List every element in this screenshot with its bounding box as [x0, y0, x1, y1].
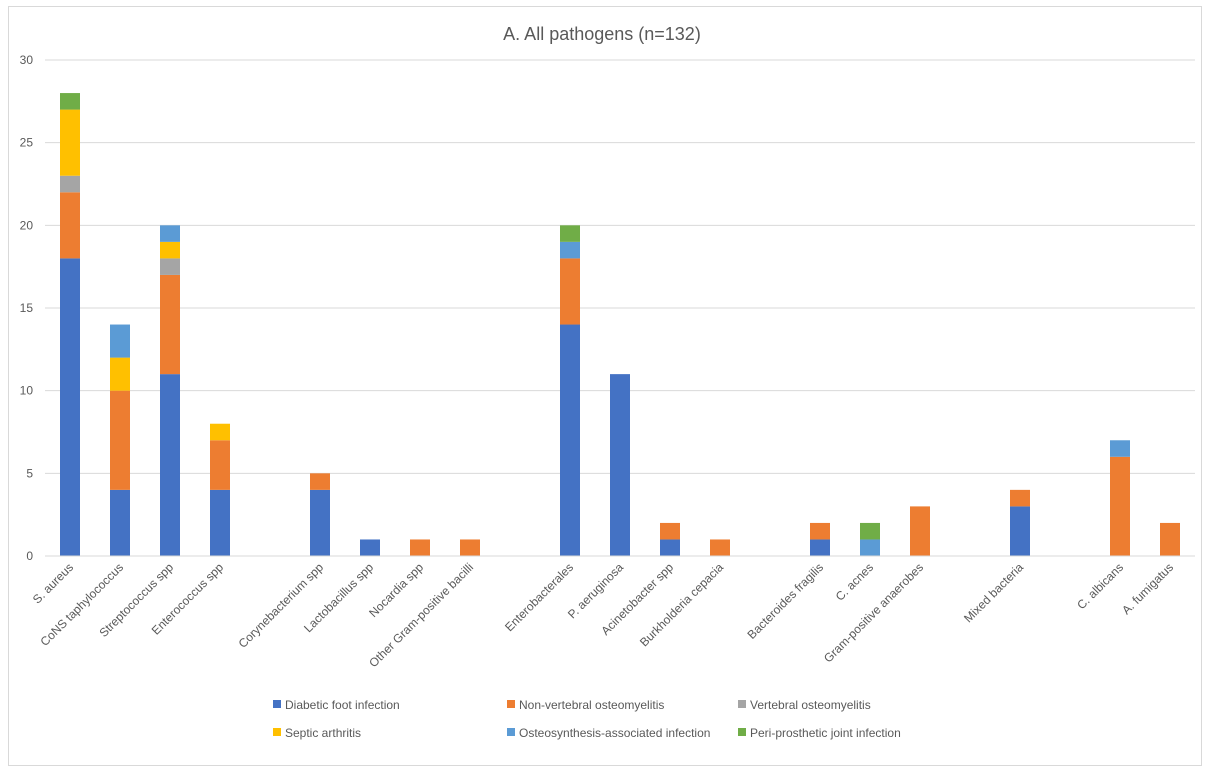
- y-tick-label: 30: [20, 53, 34, 67]
- bar-segment: [160, 274, 180, 375]
- bar-segment: [160, 258, 180, 275]
- x-tick-label: Enterobacterales: [502, 560, 576, 634]
- x-tick-label: CoNS taphylococcus: [37, 560, 126, 649]
- legend-swatch: [738, 700, 746, 708]
- bar-segment: [1110, 440, 1130, 457]
- y-tick-label: 25: [20, 136, 34, 150]
- legend-swatch: [273, 700, 281, 708]
- bar-segment: [110, 324, 130, 358]
- bars: [60, 93, 1180, 556]
- gridlines: [45, 59, 1195, 474]
- bar-segment: [360, 539, 380, 556]
- bar-segment: [910, 506, 930, 556]
- legend-label: Diabetic foot infection: [285, 698, 400, 712]
- bar-segment: [560, 324, 580, 556]
- x-tick-label: A. fumigatus: [1119, 560, 1176, 617]
- bar-segment: [110, 357, 130, 391]
- bar-segment: [1010, 506, 1030, 556]
- legend-label: Vertebral osteomyelitis: [750, 698, 871, 712]
- bar-segment: [60, 109, 80, 176]
- x-tick-label: S. aureus: [30, 560, 76, 606]
- bar-segment: [60, 93, 80, 110]
- bar-segment: [810, 522, 830, 540]
- bar-segment: [310, 489, 330, 556]
- legend: Diabetic foot infection Non-vertebral ost…: [273, 698, 901, 740]
- bar-segment: [1010, 489, 1030, 507]
- legend-label: Septic arthritis: [285, 726, 361, 740]
- x-tick-label: Corynebacterium spp: [236, 560, 327, 651]
- legend-swatch: [507, 700, 515, 708]
- bar-segment: [110, 489, 130, 556]
- bar-segment: [560, 258, 580, 325]
- bar-segment: [610, 374, 630, 556]
- bar-segment: [210, 489, 230, 556]
- x-tick-label: Burkholderia cepacia: [637, 560, 726, 649]
- legend-label: Non-vertebral osteomyelitis: [519, 698, 664, 712]
- chart-frame: [8, 6, 1202, 766]
- legend-label: Osteosynthesis-associated infection: [519, 726, 710, 740]
- bar-segment: [860, 522, 880, 540]
- bar-segment: [560, 241, 580, 259]
- y-tick-label: 10: [20, 384, 34, 398]
- bar-segment: [1110, 456, 1130, 556]
- bar-segment: [160, 374, 180, 556]
- bar-segment: [60, 175, 80, 193]
- bar-segment: [810, 539, 830, 556]
- legend-swatch: [738, 728, 746, 736]
- legend-swatch: [507, 728, 515, 736]
- chart-title: A. All pathogens (n=132): [503, 24, 701, 44]
- bar-segment: [160, 225, 180, 242]
- y-tick-label: 20: [20, 218, 34, 232]
- bar-segment: [660, 539, 680, 556]
- y-axis-ticks: 0 5 10 15 20 25 30: [20, 53, 34, 563]
- bar-segment: [460, 539, 480, 556]
- y-tick-label: 0: [26, 549, 33, 563]
- legend-label: Peri-prosthetic joint infection: [750, 726, 901, 740]
- x-tick-label: C. albicans: [1074, 560, 1126, 612]
- bar-segment: [410, 539, 430, 556]
- x-tick-label: Bacteroides fragilis: [745, 560, 827, 642]
- bar-segment: [860, 539, 880, 556]
- bar-segment: [560, 225, 580, 242]
- x-tick-label: Mixed bacteria: [961, 560, 1026, 625]
- legend-swatch: [273, 728, 281, 736]
- bar-segment: [60, 258, 80, 556]
- bar-segment: [710, 539, 730, 556]
- bar-segment: [660, 522, 680, 540]
- bar-segment: [110, 390, 130, 490]
- y-tick-label: 5: [26, 466, 33, 480]
- y-tick-label: 15: [20, 301, 34, 315]
- x-tick-label: C. acnes: [833, 560, 876, 603]
- bar-segment: [1160, 522, 1180, 556]
- bar-segment: [60, 192, 80, 259]
- bar-segment: [210, 423, 230, 441]
- bar-segment: [310, 473, 330, 490]
- bar-segment: [160, 241, 180, 259]
- x-tick-label: Other Gram-positive bacilli: [366, 560, 476, 670]
- bar-segment: [210, 440, 230, 490]
- x-tick-label: Gram-positive anaerobes: [821, 560, 926, 665]
